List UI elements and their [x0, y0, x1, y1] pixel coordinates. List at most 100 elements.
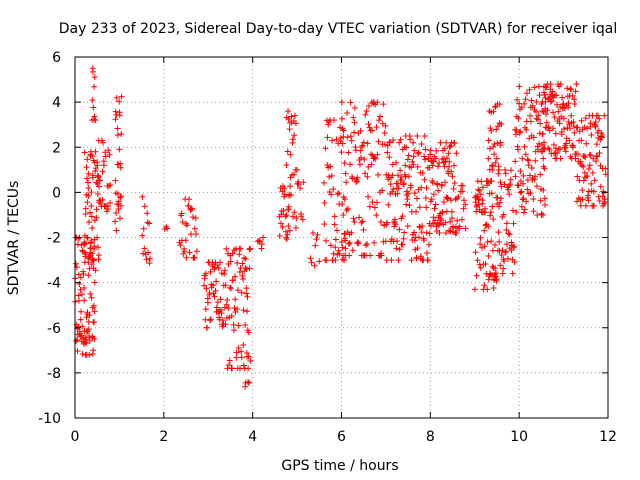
data-point [299, 216, 306, 223]
data-point [529, 102, 536, 109]
data-point [112, 116, 119, 123]
data-point [508, 239, 515, 246]
data-point [75, 235, 82, 242]
data-point [448, 168, 455, 175]
data-point [339, 140, 346, 147]
data-point [506, 231, 513, 238]
data-point [364, 140, 371, 147]
data-point [230, 277, 237, 284]
data-point [406, 202, 413, 209]
data-point [235, 287, 242, 294]
data-point [291, 209, 298, 216]
data-point [335, 190, 342, 197]
data-point [476, 187, 483, 194]
data-point [384, 219, 391, 226]
data-point [360, 139, 367, 146]
data-point [518, 188, 525, 195]
data-point [430, 191, 437, 198]
data-point [589, 169, 596, 176]
data-point [314, 231, 321, 238]
data-point [440, 198, 447, 205]
data-point [298, 213, 305, 220]
data-point [562, 148, 569, 155]
y-tick-label: -8 [47, 366, 61, 382]
data-point [517, 168, 524, 175]
data-point [84, 309, 91, 316]
data-point [217, 259, 224, 266]
x-tick-label: 2 [159, 429, 168, 445]
data-point [458, 216, 465, 223]
data-point [462, 201, 469, 208]
data-point [478, 244, 485, 251]
data-point [287, 151, 294, 158]
data-point [516, 129, 523, 136]
data-point [537, 197, 544, 204]
data-point [326, 173, 333, 180]
data-point [286, 227, 293, 234]
data-point [230, 321, 237, 328]
data-point [521, 143, 528, 150]
data-point [502, 248, 509, 255]
data-point [341, 196, 348, 203]
data-point [188, 231, 195, 238]
data-point [482, 205, 489, 212]
data-point [510, 207, 517, 214]
data-point [471, 286, 478, 293]
data-point [495, 166, 502, 173]
data-point [484, 238, 491, 245]
data-point [114, 190, 121, 197]
data-point [487, 125, 494, 132]
data-point [472, 199, 479, 206]
data-point [417, 253, 424, 260]
data-point [349, 247, 356, 254]
data-point [113, 227, 120, 234]
data-point [552, 145, 559, 152]
data-point [81, 259, 88, 266]
data-point [181, 248, 188, 255]
data-point [477, 191, 484, 198]
data-point [496, 238, 503, 245]
data-point [72, 260, 79, 267]
data-point [77, 286, 84, 293]
data-point [85, 272, 92, 279]
data-point [485, 276, 492, 283]
data-point [115, 198, 122, 205]
data-point [526, 172, 533, 179]
data-point [327, 163, 334, 170]
data-point [281, 185, 288, 192]
data-point [373, 212, 380, 219]
data-point [327, 242, 334, 249]
data-point [78, 291, 85, 298]
data-point [574, 124, 581, 131]
data-point [92, 117, 99, 124]
data-point [217, 296, 224, 303]
data-point [548, 97, 555, 104]
data-point [396, 139, 403, 146]
data-point [543, 110, 550, 117]
data-point [343, 179, 350, 186]
data-point [222, 321, 229, 328]
data-point [419, 223, 426, 230]
data-point [441, 145, 448, 152]
data-point [585, 197, 592, 204]
data-point [557, 155, 564, 162]
data-point [367, 252, 374, 259]
data-point [387, 181, 394, 188]
data-point [478, 178, 485, 185]
data-point [480, 208, 487, 215]
data-point [207, 268, 214, 275]
data-point [418, 184, 425, 191]
data-point [308, 259, 315, 266]
data-point [404, 156, 411, 163]
data-point [380, 101, 387, 108]
data-point [433, 147, 440, 154]
data-point [246, 265, 253, 272]
data-point [519, 180, 526, 187]
data-point [291, 132, 298, 139]
data-point [446, 227, 453, 234]
data-point [438, 182, 445, 189]
data-point [92, 165, 99, 172]
data-point [477, 241, 484, 248]
data-point [524, 186, 531, 193]
data-point [483, 221, 490, 228]
